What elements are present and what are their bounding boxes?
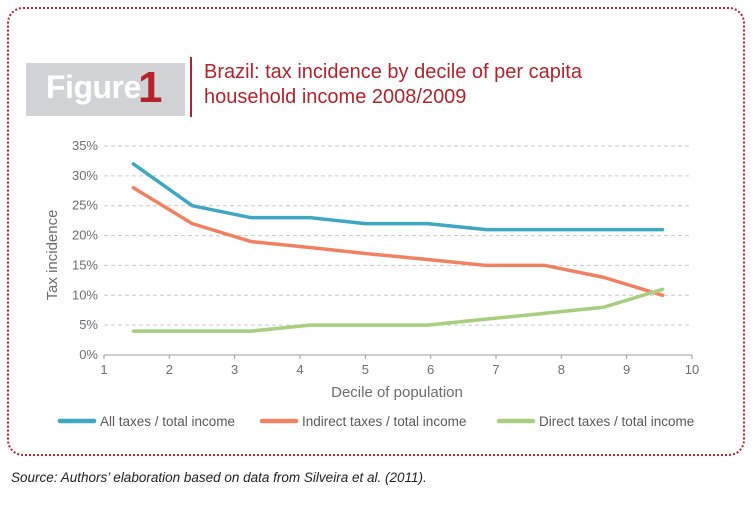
chart-title: Brazil: tax incidence by decile of per c… [204,61,582,108]
legend-label-2: Direct taxes / total income [539,414,694,429]
series-line-1 [131,186,665,298]
legend-label-1: Indirect taxes / total income [302,414,466,429]
x-tick-label: 9 [623,362,630,377]
figure-title-separator [190,57,192,117]
figure-label-number: 1 [138,63,163,112]
legend: All taxes / total income Indirect taxes /… [57,414,694,429]
grid-lines [104,145,692,326]
legend-label-0: All taxes / total income [100,414,235,429]
x-tick-label: 3 [231,362,238,377]
y-tick-label: 25% [72,198,98,213]
x-tick-label: 1 [100,362,107,377]
y-axis-label: Tax incidence [44,210,61,301]
x-tick-label: 8 [558,362,565,377]
x-tick-label: 7 [492,362,499,377]
y-axis-ticks: 0% 5% 10% 15% 20% 25% 30% 35% [72,138,98,362]
y-tick-label: 35% [72,138,98,153]
y-tick-label: 10% [72,287,98,302]
y-tick-label: 20% [72,228,98,243]
series-line-0 [131,162,665,232]
y-tick-label: 0% [79,347,98,362]
source-note: Source: Authors’ elaboration based on da… [11,470,427,485]
x-tick-label: 5 [362,362,369,377]
y-tick-label: 5% [79,317,98,332]
x-axis-ticks: 1 2 3 4 5 6 7 8 9 10 [100,355,699,377]
figure-frame [7,7,745,456]
x-tick-label: 2 [166,362,173,377]
figure-label-box [26,63,185,116]
x-tick-label: 6 [427,362,434,377]
x-tick-label: 4 [296,362,303,377]
x-axis-label: Decile of population [331,384,463,401]
series-lines [131,162,665,333]
x-tick-label: 10 [685,362,699,377]
figure-label-word: Figure [46,69,141,105]
series-line-2 [131,287,665,333]
y-tick-label: 15% [72,257,98,272]
y-tick-label: 30% [72,168,98,183]
